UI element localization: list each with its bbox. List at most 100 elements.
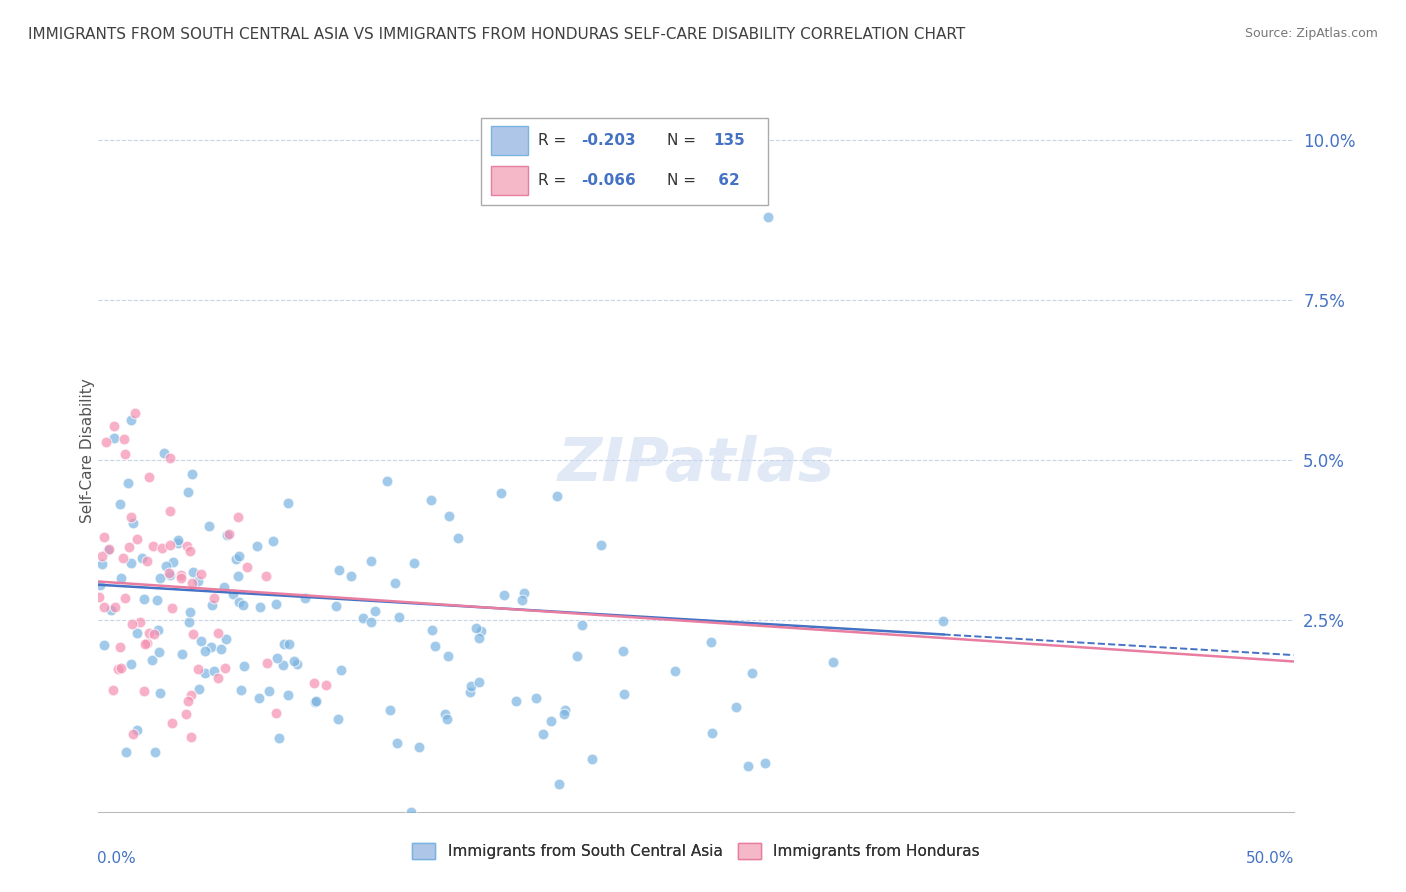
Point [212, 580, 235, 594]
Point [700, 634, 723, 648]
Point [114, 447, 136, 461]
Point [360, 615, 382, 629]
Point [554, 702, 576, 716]
Point [228, 549, 250, 564]
Point [436, 711, 458, 725]
Point [273, 637, 295, 651]
Point [468, 675, 491, 690]
Point [167, 533, 190, 547]
Point [363, 604, 385, 618]
Point [202, 591, 225, 605]
Point [94, 435, 117, 450]
Point [207, 671, 229, 685]
Point [257, 684, 280, 698]
Point [277, 496, 299, 510]
Point [159, 451, 181, 466]
Point [187, 662, 209, 676]
Legend: Immigrants from South Central Asia, Immigrants from Honduras: Immigrants from South Central Asia, Immi… [406, 838, 986, 865]
Point [176, 539, 198, 553]
Point [741, 666, 763, 681]
Point [326, 713, 349, 727]
Text: 62: 62 [713, 173, 740, 188]
Point [200, 640, 222, 654]
Point [209, 642, 232, 657]
Point [181, 627, 204, 641]
Point [120, 510, 142, 524]
Text: 50.0%: 50.0% [1246, 852, 1295, 866]
Point [207, 626, 229, 640]
Point [148, 645, 170, 659]
Point [115, 745, 138, 759]
Point [110, 640, 132, 654]
Point [142, 539, 165, 553]
Point [90, 549, 112, 563]
Point [128, 615, 150, 629]
Point [222, 587, 245, 601]
Point [422, 623, 444, 637]
Point [513, 585, 536, 599]
Point [159, 568, 181, 582]
Point [150, 541, 173, 555]
Point [546, 489, 568, 503]
Point [100, 603, 122, 617]
Point [215, 528, 238, 542]
Point [226, 509, 249, 524]
Point [188, 682, 211, 697]
Point [304, 694, 326, 708]
Point [183, 565, 205, 579]
Point [315, 678, 337, 692]
Point [433, 706, 456, 721]
Point [229, 683, 252, 698]
Point [302, 675, 325, 690]
Text: N =: N = [668, 173, 702, 188]
Point [159, 538, 181, 552]
Point [254, 568, 277, 582]
Point [256, 656, 278, 670]
Point [120, 657, 142, 672]
Point [756, 210, 779, 224]
Point [232, 599, 254, 613]
Point [176, 484, 198, 499]
Point [399, 805, 422, 819]
Point [136, 554, 159, 568]
Point [103, 431, 125, 445]
Point [249, 599, 271, 614]
Point [90, 557, 112, 571]
Point [162, 601, 184, 615]
Point [141, 653, 163, 667]
Point [548, 777, 571, 791]
Point [157, 566, 180, 581]
Point [612, 644, 634, 658]
Point [277, 689, 299, 703]
Text: ZIPatlas: ZIPatlas [557, 435, 835, 494]
Point [108, 497, 131, 511]
Point [179, 605, 201, 619]
Point [378, 703, 401, 717]
Text: IMMIGRANTS FROM SOUTH CENTRAL ASIA VS IMMIGRANTS FROM HONDURAS SELF-CARE DISABIL: IMMIGRANTS FROM SOUTH CENTRAL ASIA VS IM… [28, 27, 966, 42]
Point [236, 560, 259, 574]
Point [112, 432, 135, 446]
Point [283, 654, 305, 668]
Point [225, 552, 247, 566]
Point [329, 663, 352, 677]
Point [93, 599, 115, 614]
Point [285, 657, 308, 671]
Point [138, 470, 160, 484]
Point [180, 730, 202, 744]
Y-axis label: Self-Care Disability: Self-Care Disability [80, 378, 94, 523]
Point [122, 516, 145, 530]
Point [754, 756, 776, 770]
Point [214, 661, 236, 675]
Point [468, 632, 491, 646]
Point [408, 739, 430, 754]
Point [143, 745, 166, 759]
Point [107, 663, 129, 677]
Point [458, 685, 481, 699]
Point [194, 644, 217, 658]
Point [134, 591, 156, 606]
Point [125, 533, 148, 547]
Point [135, 636, 157, 650]
Text: R =: R = [538, 133, 571, 148]
Point [104, 600, 127, 615]
Point [167, 536, 190, 550]
